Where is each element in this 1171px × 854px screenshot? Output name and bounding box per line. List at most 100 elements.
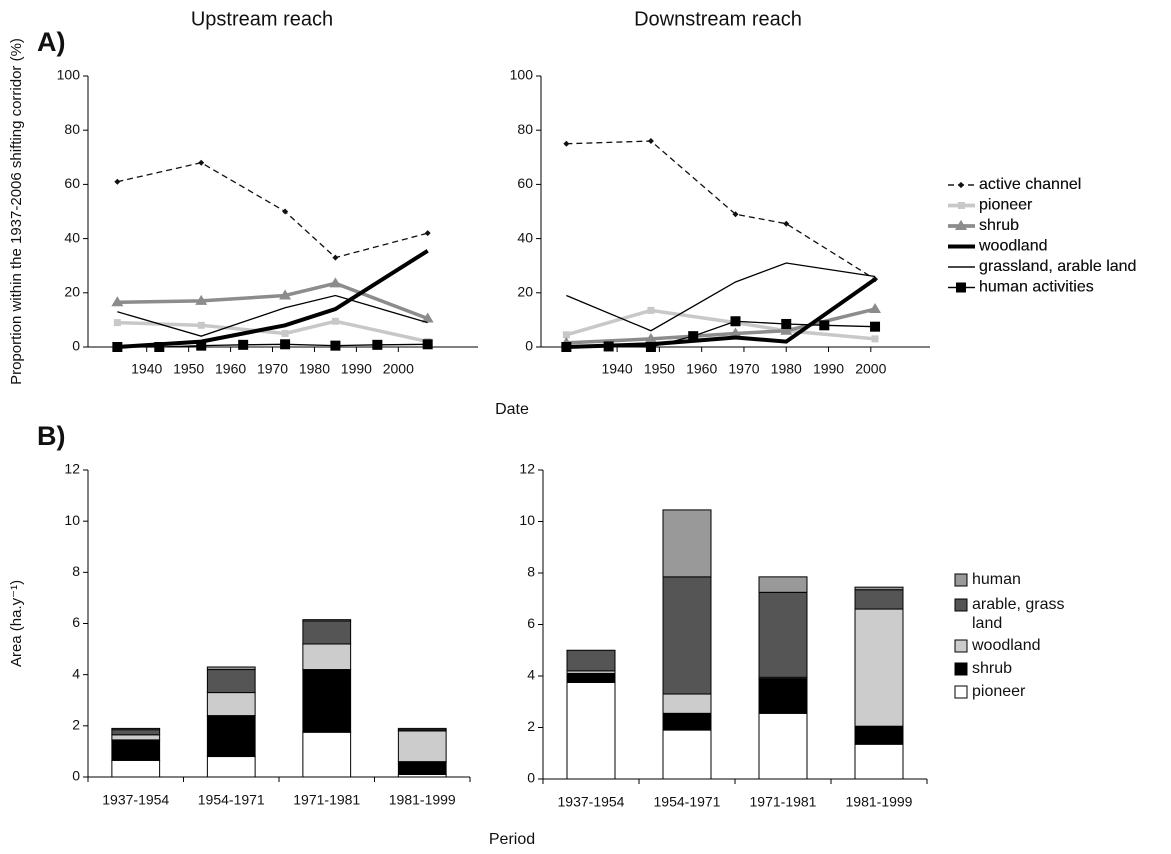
marker (279, 289, 292, 300)
y-tick-label: 8 (527, 564, 535, 580)
chart-title: Upstream reach (191, 8, 333, 30)
series-line (117, 249, 429, 349)
x-tick-label: 1980 (299, 361, 330, 377)
marker (332, 254, 339, 261)
x-tick-label: 1940 (602, 361, 633, 377)
bar-segment (302, 643, 352, 671)
legend-label: woodland (972, 637, 1041, 654)
x-tick-label: 1960 (686, 361, 717, 377)
marker (154, 342, 165, 352)
bar-segment (566, 681, 616, 780)
y-axis-label: Area (ha.y⁻¹) (8, 580, 25, 667)
marker (195, 294, 208, 305)
y-tick-label: 40 (517, 229, 533, 245)
bar-segment (302, 619, 352, 622)
y-tick-label: 0 (72, 768, 80, 784)
marker (647, 138, 654, 145)
bar-segment (397, 727, 447, 731)
y-tick-label: 2 (527, 718, 535, 734)
legend-swatch (954, 639, 968, 653)
bar-segment (206, 669, 256, 694)
bar-segment (662, 693, 712, 714)
marker (871, 335, 879, 343)
legend-label: human activities (979, 279, 1094, 296)
marker (281, 329, 289, 337)
legend-marker (955, 220, 967, 230)
marker (869, 303, 882, 314)
bar-segment (758, 678, 808, 714)
marker (732, 211, 739, 218)
bar-segment (302, 620, 352, 645)
marker (329, 277, 342, 288)
legend-label: woodland (978, 238, 1048, 255)
x-tick-label: 1937-1954 (102, 792, 169, 808)
x-tick-label: 1954-1971 (198, 792, 265, 808)
y-tick-label: 60 (517, 175, 533, 191)
series-line (117, 281, 429, 321)
legend-label-box: shrub (972, 660, 1012, 677)
legend-marker (958, 182, 964, 188)
bar-segment (111, 734, 161, 741)
bar-segment (662, 576, 712, 695)
y-tick-label: 80 (64, 121, 80, 137)
legend-label: active channel (979, 176, 1081, 193)
bar-segment (111, 727, 161, 731)
series-line (117, 343, 428, 348)
marker (331, 317, 339, 325)
y-tick-label: 2 (72, 717, 80, 733)
y-tick-label: 12 (519, 461, 535, 477)
x-tick-label: 1971-1981 (293, 792, 360, 808)
y-tick-label: 6 (527, 615, 535, 631)
legend-label: pioneer (979, 197, 1033, 214)
marker (422, 339, 433, 350)
bar-segment (854, 725, 904, 745)
bar-segment (566, 649, 616, 672)
bar-segment (302, 731, 352, 778)
marker (729, 327, 742, 338)
y-tick-label: 10 (64, 512, 80, 528)
marker (113, 319, 121, 327)
y-tick-label: 60 (64, 175, 80, 191)
panel-label: A) (37, 27, 66, 57)
marker (783, 220, 790, 227)
bar-segment (854, 586, 904, 591)
legend-label: pioneer (979, 197, 1033, 214)
chart-title: Downstream reach (634, 8, 802, 30)
y-tick-label: 100 (510, 67, 534, 83)
series-line (566, 262, 876, 332)
legend-label-box: human (972, 571, 1021, 588)
marker (603, 341, 614, 352)
bar-segment (854, 608, 904, 727)
marker (238, 339, 249, 350)
legend-marker (958, 202, 965, 209)
x-axis-label: Period (489, 831, 535, 848)
bar-segment (662, 509, 712, 578)
legend-label: human (972, 571, 1021, 588)
legend-label: woodland (978, 238, 1048, 255)
legend-swatch (954, 598, 968, 612)
bar-segment (758, 712, 808, 780)
x-tick-label: 1990 (341, 361, 372, 377)
x-tick-label: 2000 (855, 361, 886, 377)
bar-segment (566, 672, 616, 683)
legend-label-box: arable, grass land (972, 596, 1065, 632)
y-tick-label: 6 (72, 614, 80, 630)
y-tick-label: 0 (525, 338, 533, 354)
x-tick-label: 2000 (383, 361, 414, 377)
marker (372, 339, 383, 350)
y-axis-label: Proportion within the 1937-2006 shifting… (8, 38, 25, 385)
marker (780, 324, 793, 335)
bar-segment (397, 761, 447, 775)
legend-label: pioneer (972, 683, 1026, 700)
x-tick-label: 1950 (173, 361, 204, 377)
marker (688, 331, 699, 342)
legend-label: shrub (979, 217, 1019, 234)
x-tick-label: 1990 (813, 361, 844, 377)
marker (114, 178, 121, 185)
bar-segment (662, 729, 712, 780)
marker (781, 318, 792, 329)
bar-segment (206, 715, 256, 758)
marker (870, 321, 881, 332)
